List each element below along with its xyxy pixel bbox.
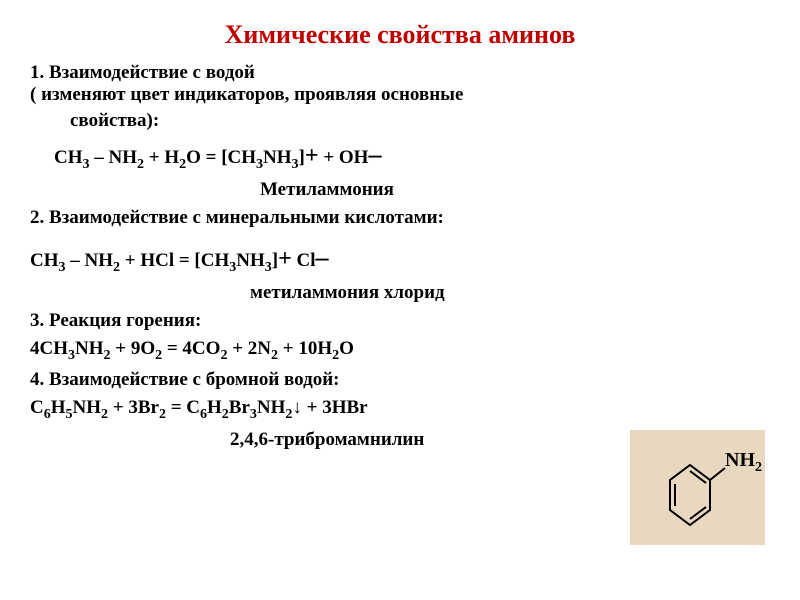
eq4-text: H xyxy=(207,397,222,418)
eq1-text: + H xyxy=(144,147,179,168)
eq1-text: NH xyxy=(263,147,292,168)
equation-2: CH3 – NH2 + HCl = [CH3NH3]+ Cl– xyxy=(30,243,770,276)
section-1-header: 1. Взаимодействие с водой xyxy=(30,62,770,84)
svg-text:NH2: NH2 xyxy=(725,449,762,475)
section-2-header: 2. Взаимодействие с минеральными кислота… xyxy=(30,207,770,229)
eq1-plus: + xyxy=(305,143,319,169)
eq1-sub: 3 xyxy=(292,157,299,172)
eq2-text: – NH xyxy=(66,250,114,271)
eq3-text: O xyxy=(339,338,354,359)
eq2-plus: + xyxy=(278,246,292,272)
section-3-header: 3. Реакция горения: xyxy=(30,310,770,332)
eq3-sub: 2 xyxy=(271,347,278,362)
eq1-sub: 3 xyxy=(256,157,263,172)
eq3-text: = 4CO xyxy=(162,338,220,359)
eq2-sub: 2 xyxy=(113,260,120,275)
eq1-text: CH xyxy=(54,147,83,168)
eq2-text: Cl xyxy=(292,250,316,271)
eq4-sub: 2 xyxy=(101,407,108,422)
section-1-note: ( изменяют цвет индикаторов, проявляя ос… xyxy=(30,84,770,106)
equation-3: 4CH3NH2 + 9O2 = 4CO2 + 2N2 + 10H2O xyxy=(30,338,770,364)
eq3-text: + 9O xyxy=(111,338,156,359)
eq2-text: NH xyxy=(236,250,265,271)
eq3-text: + 10H xyxy=(278,338,332,359)
nh2-sub: 2 xyxy=(755,460,762,475)
product-2-name: метиламмония хлорид xyxy=(30,282,770,304)
eq4-sub: 2 xyxy=(159,407,166,422)
nh2-label: NH xyxy=(725,449,755,471)
eq1-sub: 2 xyxy=(137,157,144,172)
eq3-text: 4CH xyxy=(30,338,68,359)
eq2-minus: – xyxy=(316,243,329,272)
eq3-text: + 2N xyxy=(227,338,271,359)
eq4-text: Br xyxy=(229,397,250,418)
eq3-sub: 2 xyxy=(104,347,111,362)
eq4-text: NH xyxy=(73,397,102,418)
eq4-text: ↓ + 3HBr xyxy=(292,397,367,418)
equation-4: C6H5NH2 + 3Br2 = C6H2Br3NH2↓ + 3HBr xyxy=(30,397,770,423)
eq3-text: NH xyxy=(75,338,104,359)
eq4-sub: 6 xyxy=(200,407,207,422)
eq2-sub: 3 xyxy=(265,260,272,275)
eq4-sub: 6 xyxy=(44,407,51,422)
page-title: Химические свойства аминов xyxy=(30,20,770,50)
eq4-sub: 3 xyxy=(250,407,257,422)
eq1-sub: 3 xyxy=(83,157,90,172)
benzene-ring-icon: NH2 xyxy=(630,430,765,545)
section-4-header: 4. Взаимодействие с бромной водой: xyxy=(30,369,770,391)
eq1-text: O = [CH xyxy=(186,147,256,168)
eq3-sub: 3 xyxy=(68,347,75,362)
eq4-text: C xyxy=(30,397,44,418)
eq4-sub: 2 xyxy=(222,407,229,422)
eq4-text: NH xyxy=(257,397,286,418)
eq1-text: + OH xyxy=(319,147,369,168)
eq2-text: + HCl = [CH xyxy=(120,250,229,271)
equation-1: CH3 – NH2 + H2O = [CH3NH3]+ + OH– xyxy=(30,140,770,173)
eq4-sub: 5 xyxy=(66,407,73,422)
product-1-name: Метиламмония xyxy=(30,179,770,201)
eq1-minus: – xyxy=(368,140,381,169)
eq2-sub: 3 xyxy=(59,260,66,275)
section-1-note-cont: свойства): xyxy=(30,110,770,132)
eq1-text: – NH xyxy=(90,147,138,168)
eq4-text: = C xyxy=(166,397,200,418)
eq2-text: CH xyxy=(30,250,59,271)
aniline-structure: NH2 xyxy=(630,430,765,545)
eq4-text: H xyxy=(51,397,66,418)
eq4-text: + 3Br xyxy=(108,397,159,418)
